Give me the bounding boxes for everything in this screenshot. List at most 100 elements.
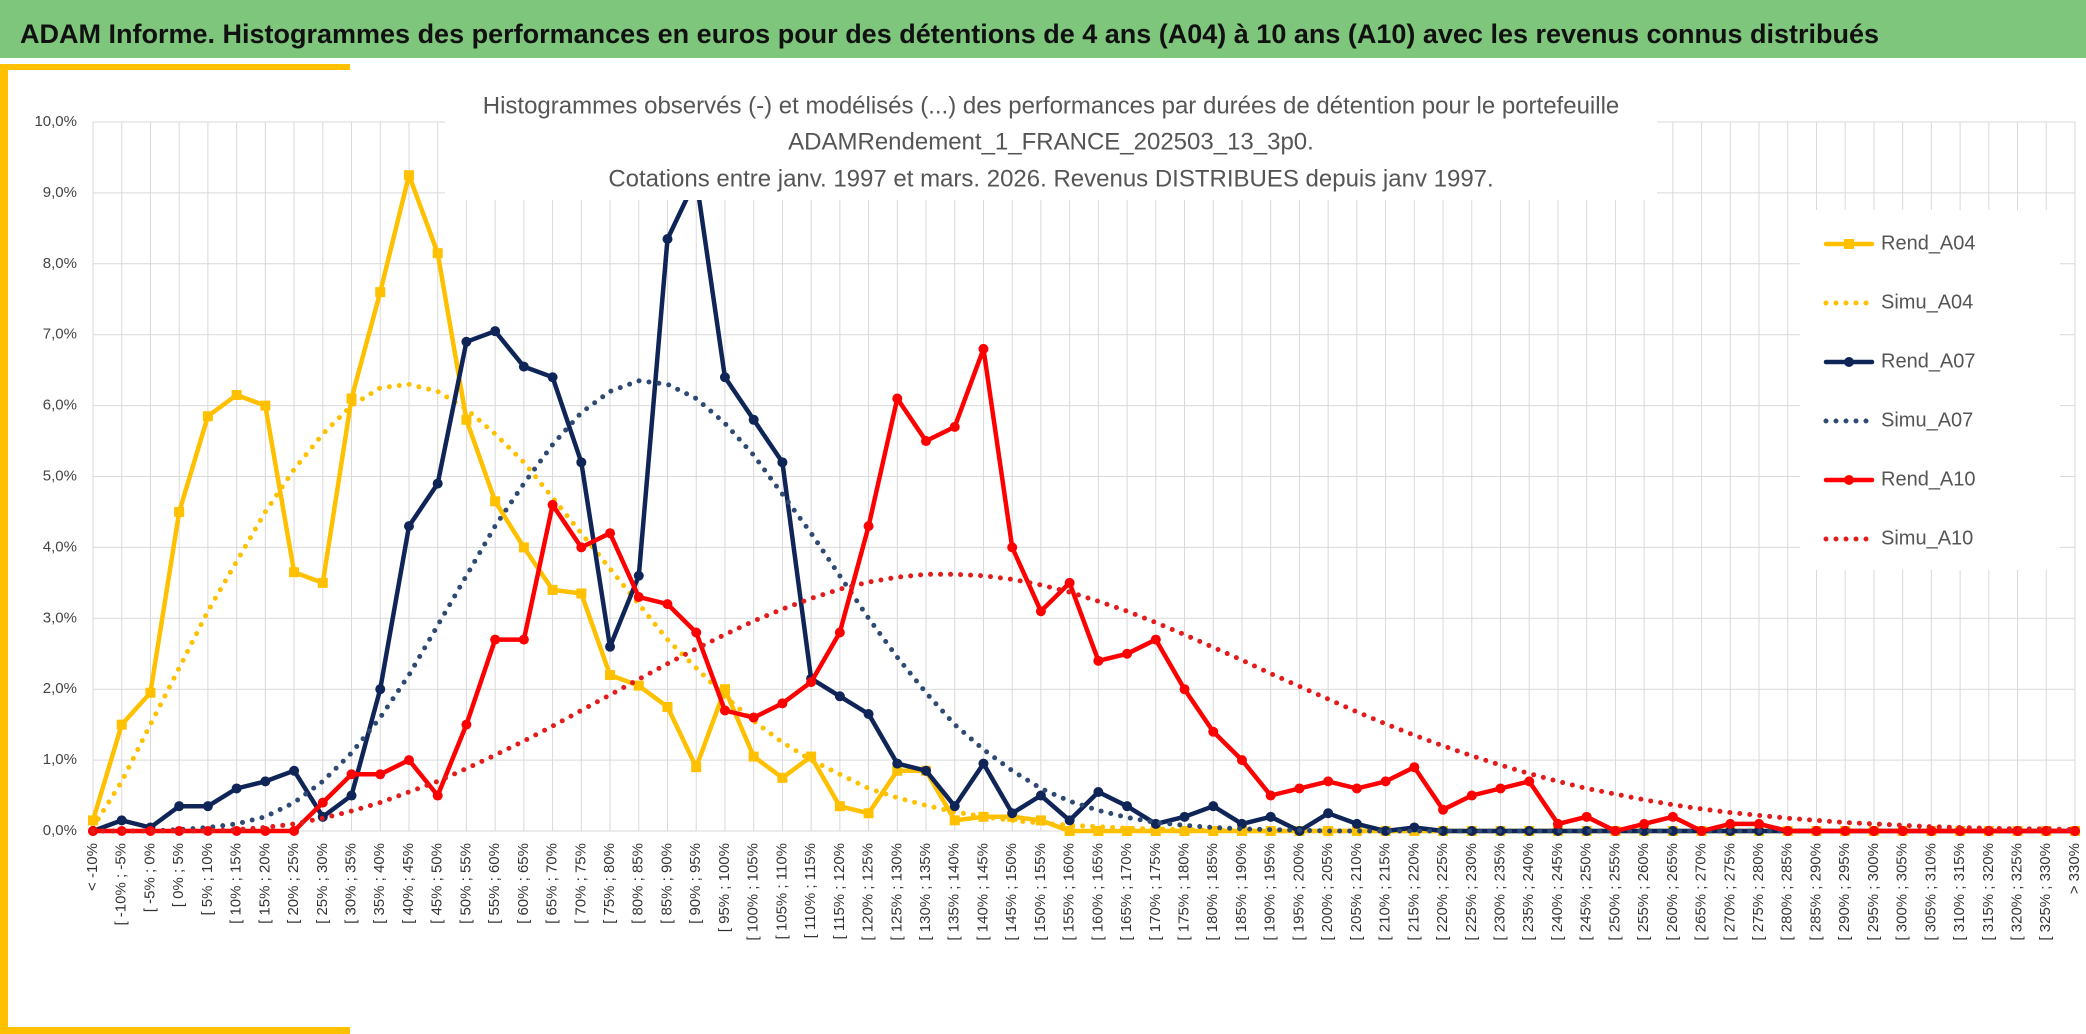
marker (2070, 826, 2080, 836)
marker (403, 755, 414, 766)
x-tick-label: [ 265% ; 270% (1693, 843, 1710, 941)
marker (978, 758, 989, 769)
marker (1897, 826, 1908, 836)
marker (547, 584, 558, 595)
legend-marker (1844, 357, 1854, 367)
marker (260, 776, 271, 787)
marker (375, 684, 386, 695)
marker (1351, 826, 1362, 836)
marker (662, 701, 673, 712)
x-tick-label: [ 115% ; 120% (831, 843, 848, 939)
x-tick-label: [ 160% ; 165% (1089, 843, 1106, 941)
marker (892, 393, 903, 404)
marker (461, 336, 472, 347)
x-tick-label: [ 15% ; 20% (256, 843, 273, 924)
marker (921, 436, 932, 447)
x-tick-label: [ 235% ; 240% (1520, 843, 1537, 941)
x-tick-label: [ 195% ; 200% (1290, 843, 1307, 941)
legend-label: Simu_A10 (1881, 527, 1973, 549)
x-tick-label: [ 215% ; 220% (1405, 843, 1422, 941)
y-tick-label: 1,0% (43, 751, 77, 768)
marker (1811, 826, 1822, 836)
marker (202, 801, 213, 812)
x-tick-label: [ 100% ; 105% (745, 843, 762, 941)
x-tick-label: [ 10% ; 15% (228, 843, 245, 924)
x-tick-label: [ 220% ; 225% (1434, 843, 1451, 941)
marker (1007, 808, 1018, 819)
x-tick-label: [ 205% ; 210% (1348, 843, 1365, 941)
marker (748, 414, 759, 425)
marker (1035, 606, 1046, 617)
marker (289, 826, 300, 836)
y-tick-label: 8,0% (43, 255, 77, 272)
marker (576, 542, 587, 553)
marker (1639, 826, 1650, 836)
x-tick-label: [ 30% ; 35% (342, 843, 359, 924)
y-tick-label: 6,0% (43, 397, 77, 414)
series-line (90, 172, 2078, 834)
marker (432, 478, 443, 489)
marker (1495, 783, 1506, 794)
marker (1409, 762, 1420, 773)
marker (1351, 783, 1362, 794)
marker (375, 769, 386, 780)
marker (461, 719, 472, 730)
x-tick-label: [ 295% ; 300% (1865, 843, 1882, 941)
marker (662, 233, 673, 244)
marker (231, 783, 242, 794)
marker (174, 826, 185, 836)
marker (1840, 826, 1851, 836)
marker (1725, 818, 1736, 829)
marker (518, 634, 529, 645)
marker (518, 361, 529, 372)
x-tick-label: [ 270% ; 275% (1721, 843, 1738, 941)
series-line (90, 378, 2078, 834)
x-tick-label: [ 130% ; 135% (917, 843, 934, 941)
x-tick-label: [ 105% ; 110% (773, 843, 790, 939)
x-tick-label: [ 320% ; 325% (2009, 843, 2026, 941)
x-tick-label: > 330% (2066, 843, 2083, 894)
x-tick-label: [ 145% ; 150% (1003, 843, 1020, 941)
y-tick-label: 5,0% (43, 467, 77, 484)
marker (403, 521, 414, 532)
marker (1064, 815, 1075, 826)
x-tick-label: < -10% (84, 843, 101, 891)
marker (777, 457, 788, 468)
series-line (90, 381, 2078, 834)
marker (432, 790, 443, 801)
y-tick-label: 0,0% (43, 822, 77, 839)
marker (605, 528, 616, 539)
marker (949, 421, 960, 432)
marker (1438, 826, 1449, 836)
marker (1524, 776, 1535, 787)
x-tick-label: [ 85% ; 90% (658, 843, 675, 924)
x-tick-label: [ 315% ; 320% (1980, 843, 1997, 941)
header-bar (0, 0, 2086, 58)
x-tick-label: [ 305% ; 310% (1922, 843, 1939, 941)
marker (1122, 826, 1133, 836)
marker (691, 627, 702, 638)
marker (145, 687, 156, 698)
marker (834, 627, 845, 638)
marker (403, 170, 414, 181)
marker (863, 808, 874, 819)
legend-label: Rend_A10 (1881, 468, 1976, 490)
series-line (90, 346, 2078, 834)
marker (1007, 542, 1018, 553)
marker (1380, 776, 1391, 787)
marker (490, 496, 501, 507)
x-tick-label: [ 240% ; 245% (1549, 843, 1566, 941)
left-stripe (0, 64, 8, 1034)
x-tick-label: [ 200% ; 205% (1319, 843, 1336, 941)
marker (892, 758, 903, 769)
x-tick-label: [ 300% ; 305% (1894, 843, 1911, 941)
legend-label: Rend_A04 (1881, 232, 1976, 254)
marker (921, 765, 932, 776)
marker (633, 680, 644, 691)
marker (1265, 790, 1276, 801)
marker (1438, 804, 1449, 815)
marker (231, 389, 242, 400)
marker (547, 372, 558, 383)
marker (1236, 755, 1247, 766)
marker (1150, 634, 1161, 645)
